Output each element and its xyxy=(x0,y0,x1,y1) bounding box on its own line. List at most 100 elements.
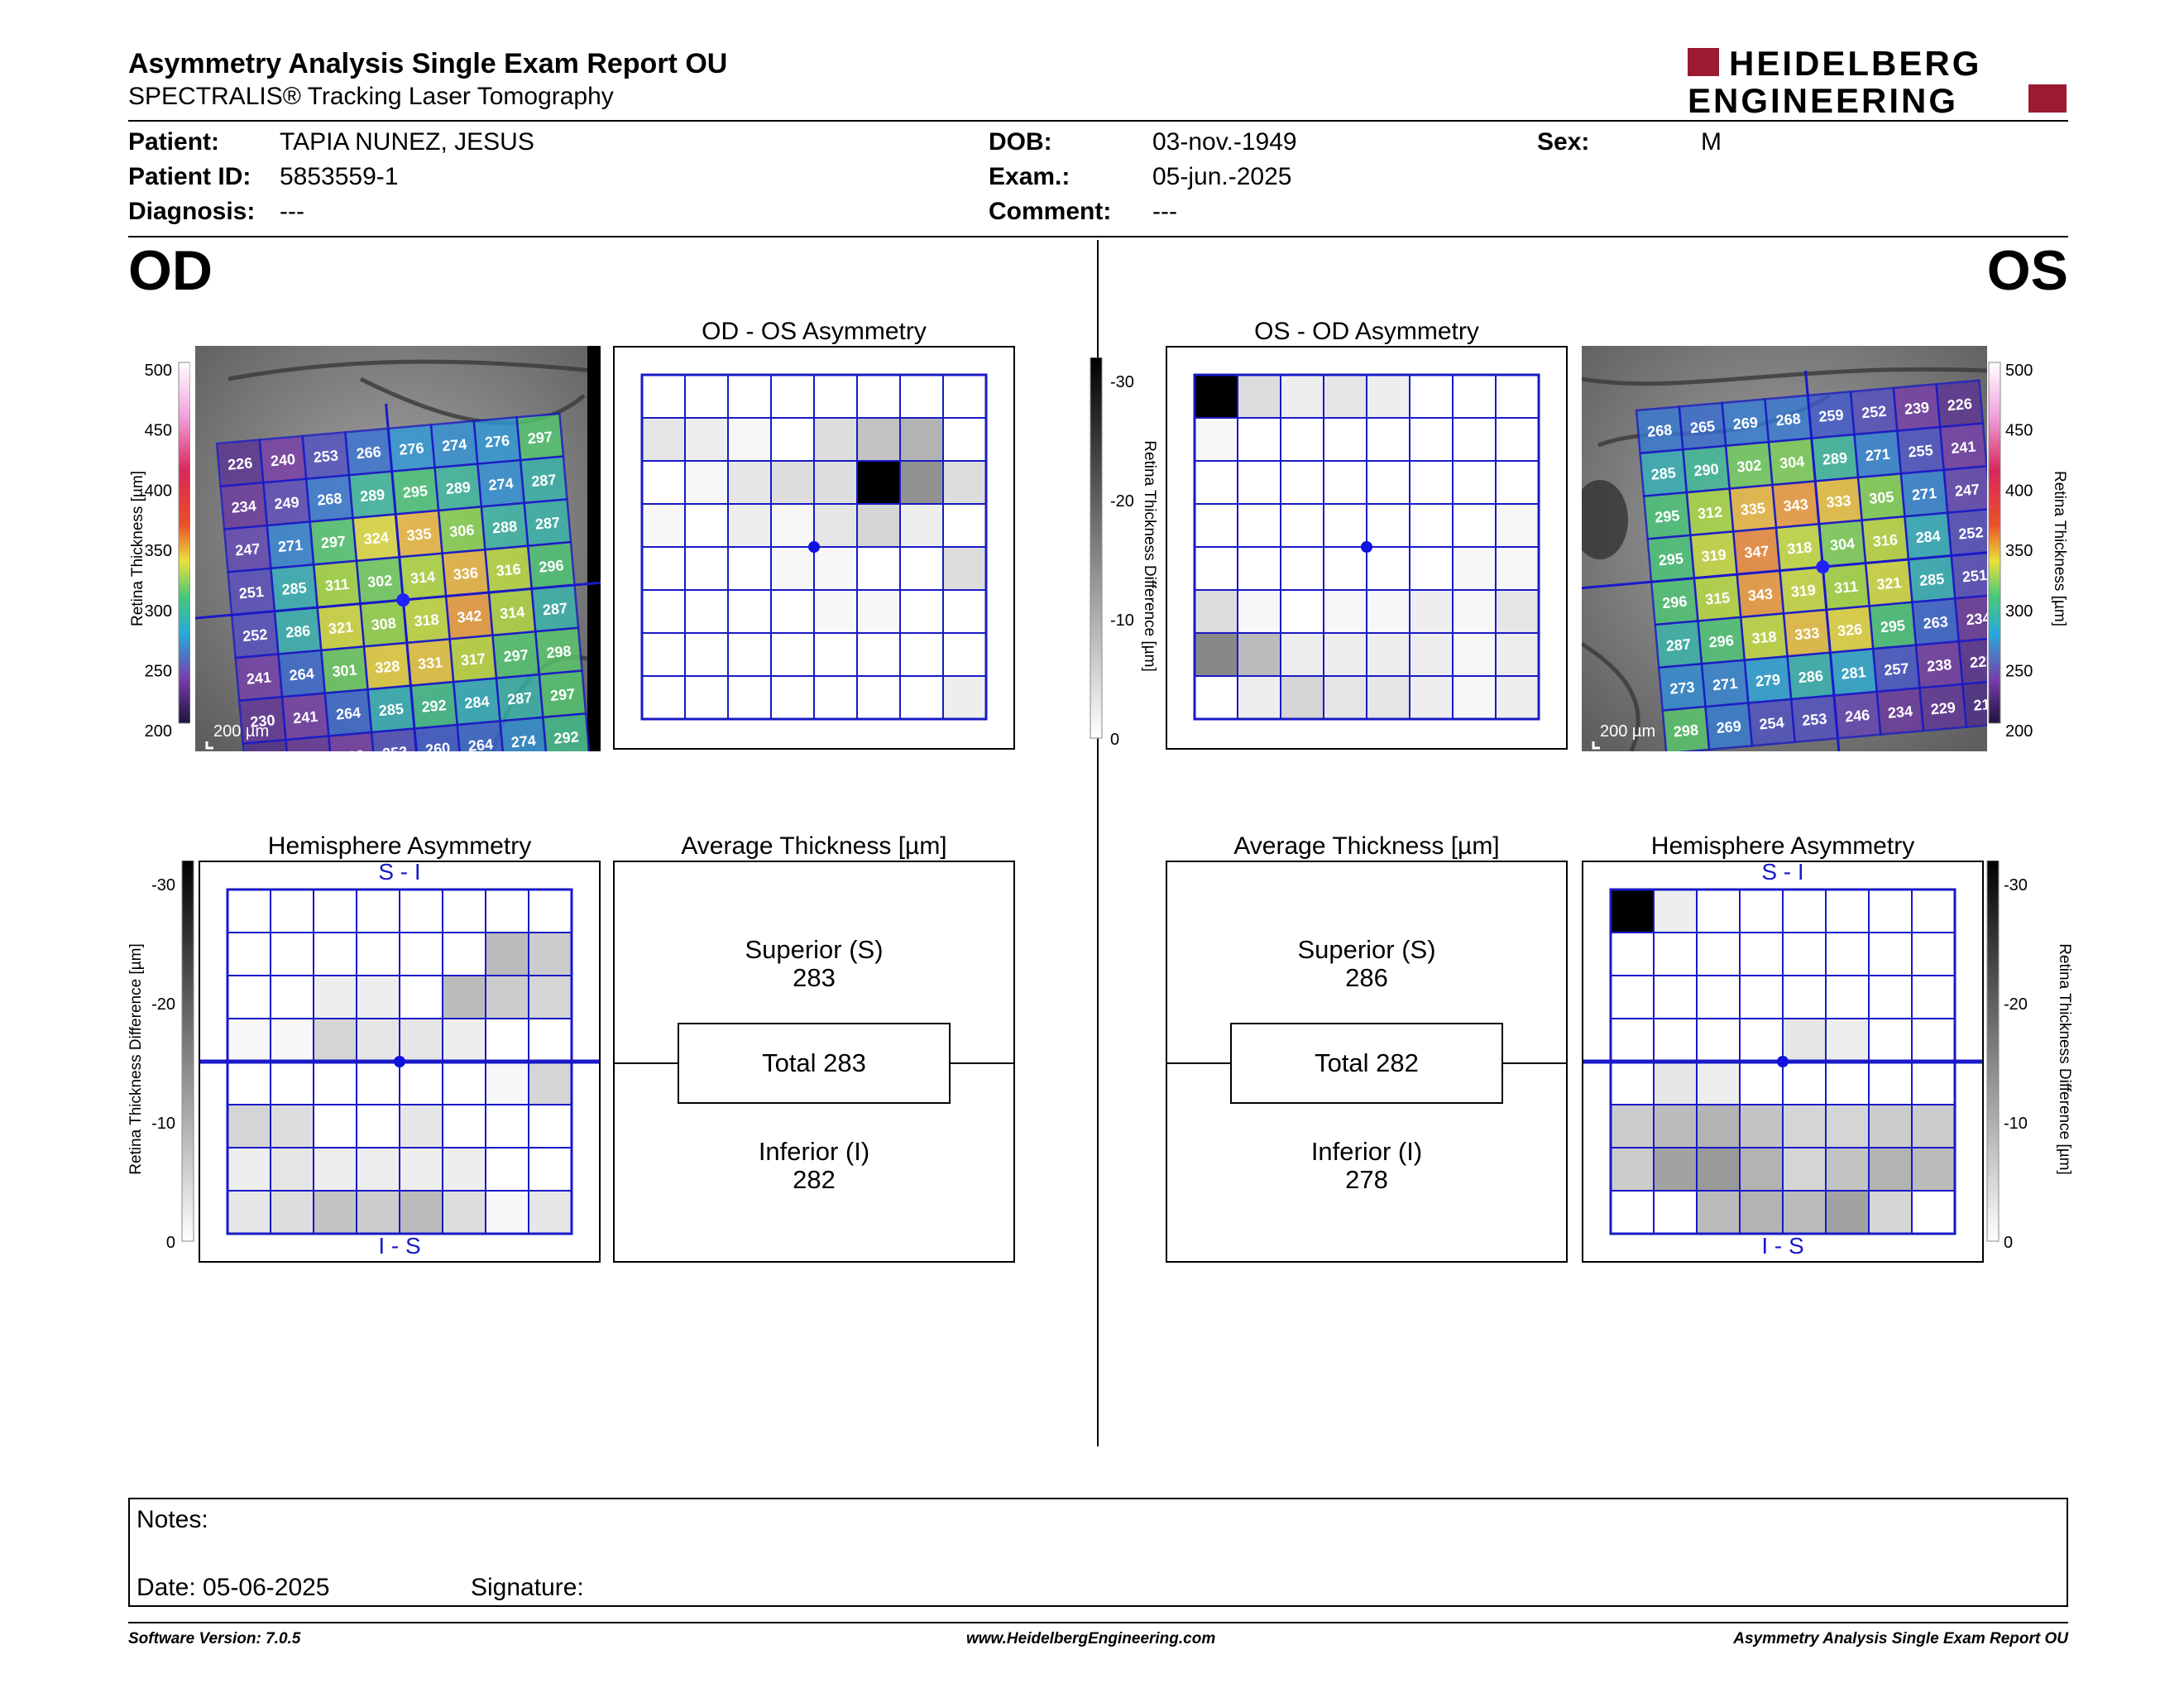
os-asym-cell xyxy=(1452,417,1497,462)
thickness-value: 285 xyxy=(1650,464,1677,483)
diff-tick: -30 xyxy=(1110,373,1134,391)
od-hemi-cell xyxy=(227,1104,271,1149)
thickness-value: 271 xyxy=(1865,446,1891,465)
thickness-tick: 250 xyxy=(2005,663,2033,681)
od-hemi-cell xyxy=(442,1018,486,1062)
os-hemi-cell xyxy=(1911,889,1956,933)
thickness-value: 230 xyxy=(250,712,276,731)
os-asym-cell xyxy=(1495,374,1540,419)
vessel-line xyxy=(1580,641,1640,752)
os-hemi-cell xyxy=(1825,975,1870,1019)
thickness-value: 253 xyxy=(313,447,339,466)
od-hemisphere-grid xyxy=(200,888,599,1235)
od-hemi-cell xyxy=(528,932,572,976)
os-asym-cell xyxy=(1280,675,1324,720)
os-superior-label: Superior (S) xyxy=(1297,935,1436,964)
od-hemi-cell xyxy=(227,1061,271,1105)
od-asym-cell xyxy=(813,503,858,548)
os-hemi-cell xyxy=(1868,932,1913,976)
os-hemi-cell xyxy=(1653,1018,1698,1062)
os-asym-border xyxy=(1193,373,1540,721)
thickness-value: 311 xyxy=(1833,578,1859,596)
os-asym-cell xyxy=(1409,503,1454,548)
od-asym-cell xyxy=(942,460,987,505)
dob-value: 03-nov.-1949 xyxy=(1152,128,1297,156)
os-asym-cell xyxy=(1237,632,1281,677)
thickness-value: 314 xyxy=(499,603,525,622)
thickness-value: 289 xyxy=(359,487,386,506)
os-asym-cell xyxy=(1280,503,1324,548)
thickness-value: 295 xyxy=(402,482,429,501)
od-asym-cell xyxy=(899,675,944,720)
thickness-value: 286 xyxy=(1798,668,1824,687)
os-asym-cell xyxy=(1237,417,1281,462)
vessel-line xyxy=(1581,367,1988,386)
od-hemi-diff-scale: -30 -20 -10 0 Retina Thickness Difference [µ… xyxy=(124,860,199,1266)
os-hemi-cell xyxy=(1825,1190,1870,1235)
od-asym-cell xyxy=(899,417,944,462)
thickness-value: 333 xyxy=(1794,625,1820,644)
footer-url[interactable]: www.HeidelbergEngineering.com xyxy=(966,1630,1216,1647)
od-asym-cell xyxy=(856,460,901,505)
thickness-gradient xyxy=(178,362,191,724)
od-asym-cell xyxy=(770,503,815,548)
os-asym-cell xyxy=(1409,417,1454,462)
os-asym-cell xyxy=(1452,460,1497,505)
thickness-value: 240 xyxy=(270,451,296,470)
os-hemi-cell xyxy=(1825,1104,1870,1149)
os-hemi-cell xyxy=(1696,1190,1741,1235)
os-hemi-cell xyxy=(1868,1018,1913,1062)
thickness-value: 336 xyxy=(453,564,479,583)
diff-gradient xyxy=(1986,860,2000,1242)
thickness-cell xyxy=(285,735,334,784)
od-asym-cell xyxy=(942,503,987,548)
od-hemi-cell xyxy=(313,1061,357,1105)
diff-tick: -20 xyxy=(1110,492,1134,511)
thickness-value: 226 xyxy=(1947,396,1973,415)
od-asym-fovea-dot xyxy=(808,541,820,553)
od-hemi-cell xyxy=(356,1104,400,1149)
thickness-value: 268 xyxy=(1775,410,1802,429)
od-hemi-cell xyxy=(399,889,443,933)
os-asym-cell xyxy=(1323,417,1367,462)
od-asym-cell xyxy=(684,632,729,677)
diff-tick: 0 xyxy=(1110,731,1119,746)
thickness-value: 335 xyxy=(406,525,433,544)
od-asym-cell xyxy=(856,374,901,419)
od-asym-cell xyxy=(684,374,729,419)
od-superior-label: Superior (S) xyxy=(745,935,884,964)
os-asym-cell xyxy=(1194,460,1238,505)
diff-axis-label: Retina Thickness Difference [µm] xyxy=(127,943,145,1175)
thickness-value: 297 xyxy=(527,429,553,448)
patient-id: 5853559-1 xyxy=(280,163,399,190)
os-asym-cell xyxy=(1237,589,1281,634)
od-asym-cell xyxy=(770,374,815,419)
footer-report: Asymmetry Analysis Single Exam Report OU xyxy=(1733,1630,2068,1647)
os-hemi-diff-scale: -30 -20 -10 0 Retina Thickness Difference [µ… xyxy=(1984,860,2075,1266)
od-hemi-cell xyxy=(270,1190,314,1235)
od-hemi-cell xyxy=(485,889,529,933)
thickness-value: 306 xyxy=(448,521,475,540)
od-asym-cell xyxy=(641,417,686,462)
os-hemi-cell xyxy=(1696,1061,1741,1105)
od-hemi-cell xyxy=(528,1190,572,1235)
os-hemi-diff-colorbar: -30 -20 -10 0 Retina Thickness Difference [µ… xyxy=(1986,860,2073,1252)
od-hemi-cell xyxy=(270,889,314,933)
thickness-value: 255 xyxy=(1908,442,1934,461)
os-average-title: Average Thickness [µm] xyxy=(1233,832,1500,860)
exam-label: Exam.: xyxy=(989,163,1070,190)
os-asym-cell xyxy=(1280,632,1324,677)
thickness-tick: 450 xyxy=(145,422,172,440)
os-asym-cell xyxy=(1495,460,1540,505)
diff-axis-label: Retina Thickness Difference [µm] xyxy=(2056,943,2073,1175)
thickness-value: 289 xyxy=(445,479,472,498)
thickness-value: 234 xyxy=(231,497,257,516)
report-title: Asymmetry Analysis Single Exam Report OU xyxy=(128,48,728,79)
notes-box[interactable]: Notes: Date: 05-06-2025 Signature: xyxy=(128,1498,2068,1607)
os-hemi-cell xyxy=(1696,1018,1741,1062)
od-hemi-cell xyxy=(313,1147,357,1192)
od-hemi-cell xyxy=(442,1061,486,1105)
os-asymmetry-panel xyxy=(1166,346,1568,750)
os-asym-cell xyxy=(1237,675,1281,720)
os-hemi-cell xyxy=(1739,975,1784,1019)
